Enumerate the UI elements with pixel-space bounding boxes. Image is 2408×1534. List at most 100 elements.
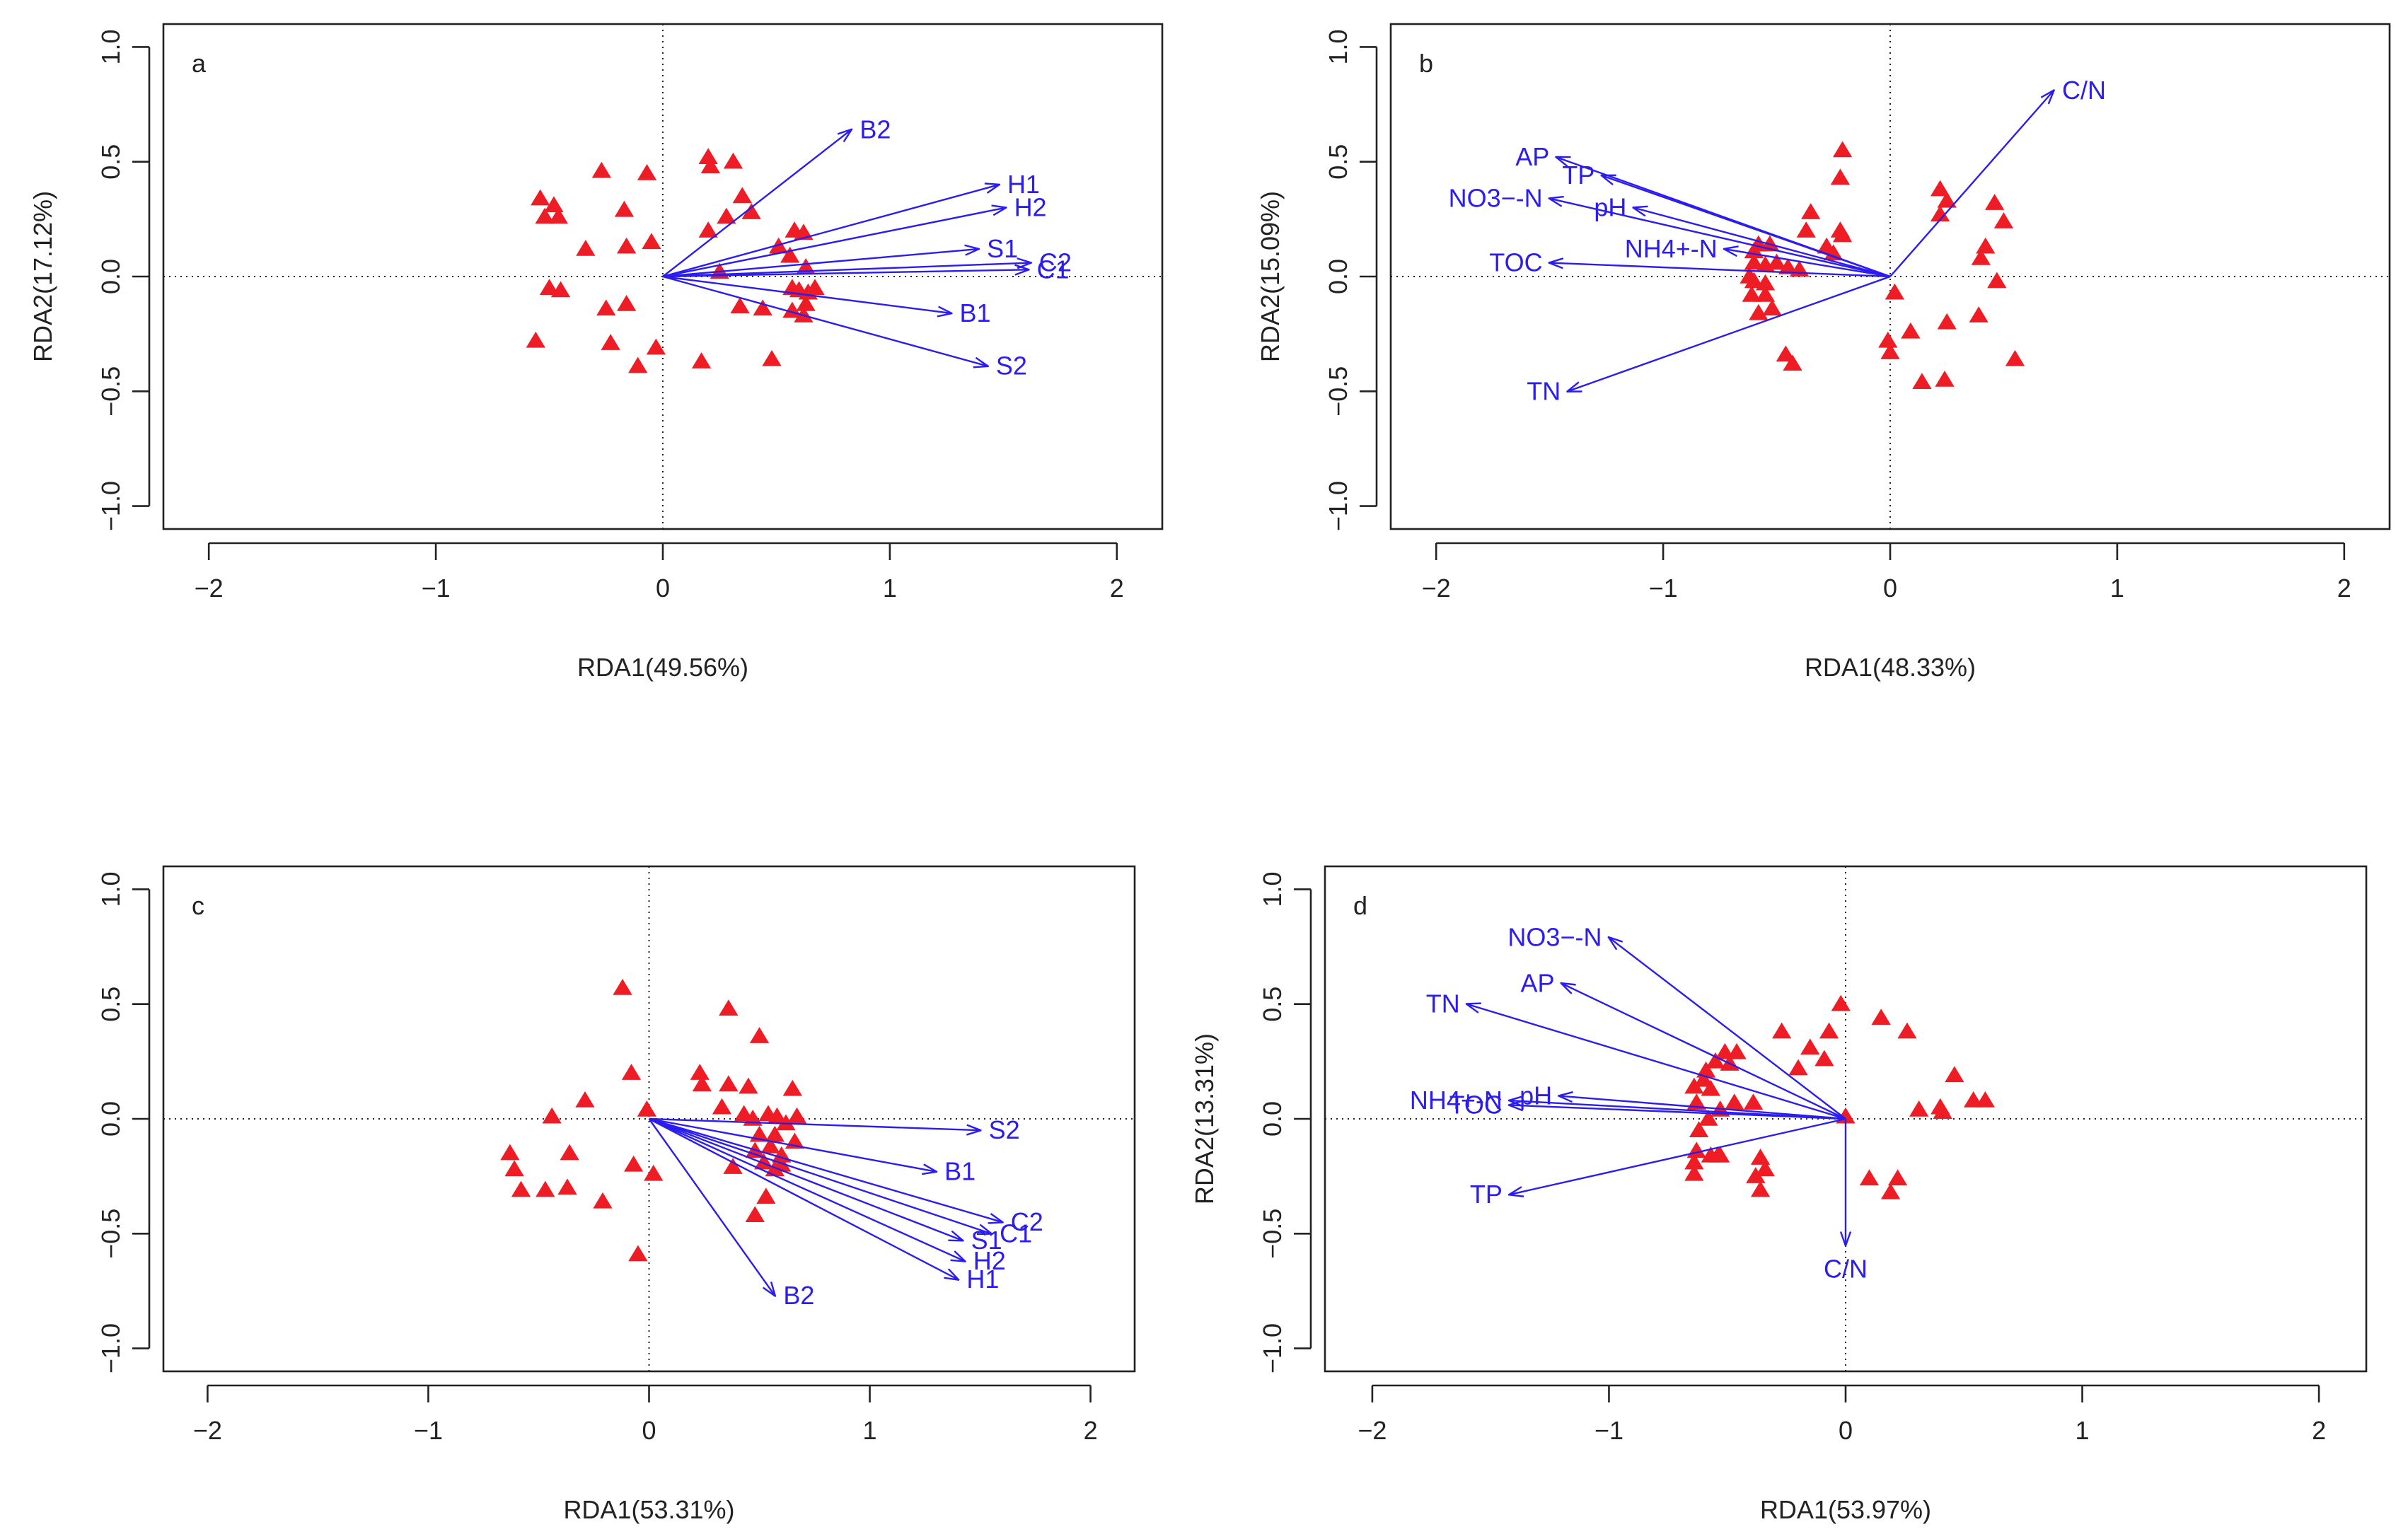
factor-arrow (1510, 1117, 1846, 1195)
sample-point-triangle (596, 299, 616, 316)
x-tick-label: 2 (2337, 574, 2351, 603)
sample-point-triangle (1755, 285, 1776, 302)
sample-point-triangle (637, 163, 657, 180)
sample-point-triangle (1832, 141, 1853, 158)
sample-point-triangle (749, 1027, 770, 1043)
sample-point-triangle (531, 189, 550, 206)
rda-panel-a: −2 −1 0 1 2 −1.0 −0.5 0.0 0.5 1.0 RDA1(49.56%) RDA2… (28, 23, 1164, 682)
rda-panel-c: −2 −1 0 1 2 −1.0 −0.5 0.0 0.5 1.0 RDA1(53.31%) c S2 B… (96, 865, 1136, 1524)
sample-point-triangle (776, 1114, 796, 1131)
sample-point-triangle (535, 207, 555, 224)
panel-label: a (192, 49, 207, 78)
sample-point-triangle (1909, 1100, 1929, 1117)
sample-point-triangle (1750, 1180, 1771, 1197)
factor-arrow (1609, 938, 1846, 1120)
sample-point-triangle (723, 1158, 743, 1174)
sample-point-triangle (2005, 349, 2025, 366)
factor-arrow-label: B2 (783, 1281, 814, 1310)
factor-arrow (649, 1117, 980, 1130)
rda-panel-d: −2 −1 0 1 2 −1.0 −0.5 0.0 0.5 1.0 RDA1(53.97%) RDA2… (1190, 865, 2368, 1524)
sample-point-triangle (1744, 272, 1764, 289)
sample-point-triangle (1830, 168, 1851, 185)
y-tick-label: 0.0 (1258, 1101, 1287, 1137)
factor-arrow (1568, 275, 1891, 391)
y-tick-label: −0.5 (96, 1209, 125, 1259)
sample-point-triangle (1935, 371, 1955, 387)
sample-point-triangle (1976, 237, 1996, 254)
sample-point-triangle (1887, 1169, 1908, 1186)
sample-point-triangle (760, 1137, 780, 1154)
sample-point-triangle (1971, 249, 1991, 265)
sample-point-triangle (1945, 1066, 1964, 1083)
factor-arrow-label: C2 (1039, 248, 1072, 277)
x-tick-label: 0 (1883, 574, 1897, 603)
sample-point-triangle (1694, 1070, 1713, 1087)
y-tick-label: 0.0 (96, 259, 125, 294)
factor-arrow-label: B2 (859, 115, 891, 144)
y-tick-label: 1.0 (1324, 29, 1353, 64)
factor-arrow-label: TOC (1449, 1091, 1503, 1120)
sample-point-triangle (511, 1180, 531, 1197)
factor-arrow-label: NH4+-N (1625, 234, 1718, 263)
sample-point-triangle (617, 294, 637, 311)
factor-arrow (1550, 199, 1891, 278)
sample-point-triangle (613, 979, 632, 995)
factor-arrow (662, 275, 988, 366)
factor-arrow-label: AP (1521, 969, 1555, 998)
y-tick-label: 0.5 (1258, 987, 1287, 1022)
x-tick-label: −1 (414, 1416, 443, 1445)
factor-arrow-label: C1 (1037, 255, 1070, 284)
factor-arrow (662, 275, 951, 313)
sample-point-triangle (591, 161, 612, 178)
x-tick-label: 2 (1110, 574, 1124, 603)
sample-point-triangle (560, 1144, 579, 1161)
sample-point-triangle (1880, 1183, 1901, 1199)
y-tick-label: 1.0 (96, 29, 125, 64)
sample-point-triangle (1796, 221, 1816, 238)
factor-arrow-label: TN (1527, 376, 1561, 405)
sample-point-triangle (1937, 191, 1957, 208)
sample-point-triangle (741, 203, 761, 219)
sample-point-triangle (1933, 1103, 1952, 1120)
sample-point-triangle (1776, 345, 1796, 362)
sample-point-triangle (794, 223, 814, 240)
x-tick-label: 0 (642, 1416, 656, 1445)
sample-point-triangle (1755, 1160, 1775, 1177)
sample-point-triangle (1912, 373, 1932, 390)
y-tick-label: −0.5 (1324, 366, 1353, 417)
sample-point-triangle (1684, 1164, 1704, 1181)
factor-arrow-label: NH4+-N (1410, 1086, 1503, 1115)
factor-arrow-label: C/N (2062, 76, 2106, 105)
x-tick-label: −1 (1649, 574, 1678, 603)
factor-arrow-label: H2 (973, 1246, 1006, 1275)
sample-point-triangle (614, 200, 635, 217)
factor-arrow-label: pH (1594, 193, 1626, 222)
x-tick-label: −1 (422, 574, 451, 603)
sample-point-triangle (1930, 180, 1950, 197)
x-tick-label: 0 (1839, 1416, 1853, 1445)
sample-point-triangle (1686, 1141, 1706, 1158)
sample-point-triangle (1871, 1009, 1891, 1025)
sample-point-triangle (628, 1245, 648, 1262)
sample-point-triangle (1684, 1153, 1704, 1170)
sample-point-triangle (1706, 1052, 1725, 1069)
sample-point-triangle (691, 352, 712, 368)
sample-point-triangle (642, 233, 661, 250)
sample-point-triangle (712, 1098, 732, 1115)
y-tick-label: 1.0 (96, 871, 125, 907)
sample-point-triangle (576, 240, 596, 256)
factor-arrow (1550, 263, 1891, 278)
sample-point-triangle (637, 1100, 657, 1117)
y-tick-label: −1.0 (96, 481, 125, 531)
sample-point-triangle (1788, 1059, 1808, 1076)
sample-point-triangle (745, 1206, 765, 1223)
y-tick-label: −0.5 (96, 366, 125, 417)
factor-arrow (649, 1117, 963, 1240)
factor-arrow (1559, 1096, 1846, 1120)
factor-arrow-label: C1 (1000, 1219, 1032, 1248)
sample-point-triangle (723, 152, 743, 169)
sample-point-triangle (1725, 1093, 1744, 1110)
sample-point-triangle (1766, 253, 1787, 270)
x-tick-label: 1 (863, 1416, 877, 1445)
